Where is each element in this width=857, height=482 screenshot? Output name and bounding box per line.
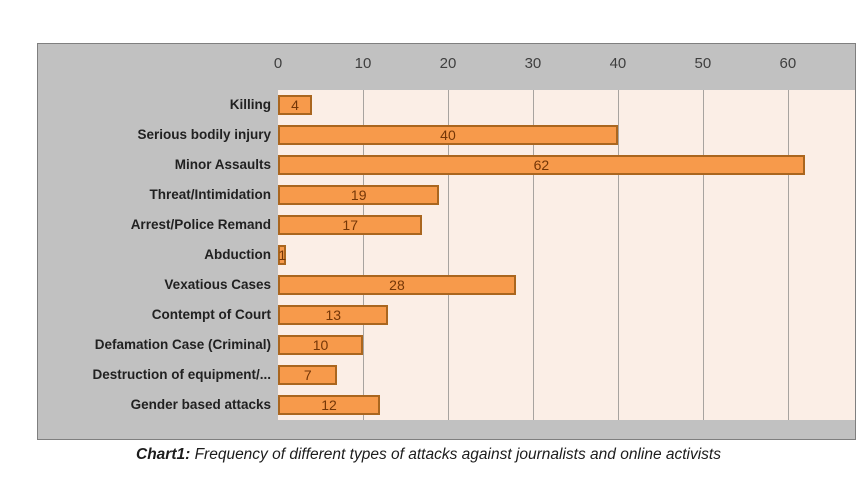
bar-row: 28 [278, 270, 855, 300]
category-label: Arrest/Police Remand [130, 217, 271, 233]
category-label: Serious bodily injury [137, 127, 271, 143]
x-axis-tick-label: 40 [609, 55, 627, 72]
x-axis-tick-label: 0 [273, 55, 283, 72]
bar-row: 62 [278, 150, 855, 180]
category-label: Abduction [204, 247, 271, 263]
bar-chart: 0 10 20 30 40 50 60 Killing Serious bodily inju… [37, 43, 856, 440]
plot-area: 4 40 62 19 17 1 28 13 10 7 12 [278, 90, 855, 420]
bar-value-label: 62 [533, 157, 550, 173]
bar-row: 1 [278, 240, 855, 270]
bar-value-label: 4 [291, 97, 299, 113]
x-axis-tick-label: 60 [779, 55, 797, 72]
category-axis: Killing Serious bodily injury Minor Assaul… [38, 90, 278, 420]
bar-row: 13 [278, 300, 855, 330]
caption-text: Frequency of different types of attacks … [190, 446, 721, 463]
bar: 19 [278, 185, 440, 205]
bar: 12 [278, 395, 380, 415]
category-label: Threat/Intimidation [149, 187, 272, 203]
category-label: Destruction of equipment/... [92, 367, 271, 383]
bar: 28 [278, 275, 516, 295]
bar: 7 [278, 365, 338, 385]
bar-row: 7 [278, 360, 855, 390]
bar-row: 10 [278, 330, 855, 360]
bar-value-label: 28 [389, 277, 405, 293]
bar-value-label: 40 [440, 127, 456, 143]
gridline [617, 90, 619, 420]
bar-row: 17 [278, 210, 855, 240]
x-axis-tick-label: 30 [524, 55, 542, 72]
gridline [702, 90, 704, 420]
bar: 17 [278, 215, 423, 235]
x-axis-tick-label: 50 [694, 55, 712, 72]
bar-value-label: 13 [325, 307, 342, 323]
gridline [362, 90, 364, 420]
gridline [447, 90, 449, 420]
bar-value-label: 17 [342, 217, 359, 233]
category-label: Vexatious Cases [164, 277, 271, 293]
bar-value-label: 19 [350, 187, 367, 203]
category-label: Gender based attacks [130, 397, 271, 413]
category-label: Minor Assaults [174, 157, 271, 173]
bar-value-label: 7 [303, 367, 312, 383]
bars-layer: 4 40 62 19 17 1 28 13 10 7 12 [278, 90, 855, 420]
category-label: Killing [229, 97, 271, 113]
gridline [787, 90, 789, 420]
caption-prefix: Chart1: [136, 446, 191, 463]
bar: 10 [278, 335, 363, 355]
gridline [532, 90, 534, 420]
bar-row: 12 [278, 390, 855, 420]
bar-row: 40 [278, 120, 855, 150]
x-axis: 0 10 20 30 40 50 60 [274, 44, 855, 90]
bar: 1 [278, 245, 287, 265]
x-axis-tick-label: 10 [354, 55, 372, 72]
bar-value-label: 10 [312, 337, 329, 353]
bar-value-label: 12 [321, 397, 337, 413]
bar: 4 [278, 95, 312, 115]
x-axis-tick-label: 20 [439, 55, 457, 72]
category-label: Defamation Case (Criminal) [94, 337, 271, 353]
bar-value-label: 1 [278, 247, 287, 263]
bar: 62 [278, 155, 805, 175]
bar: 13 [278, 305, 389, 325]
bar-row: 19 [278, 180, 855, 210]
bar: 40 [278, 125, 618, 145]
category-label: Contempt of Court [151, 307, 271, 323]
bar-row: 4 [278, 90, 855, 120]
chart-caption: Chart1: Frequency of different types of … [0, 446, 857, 464]
